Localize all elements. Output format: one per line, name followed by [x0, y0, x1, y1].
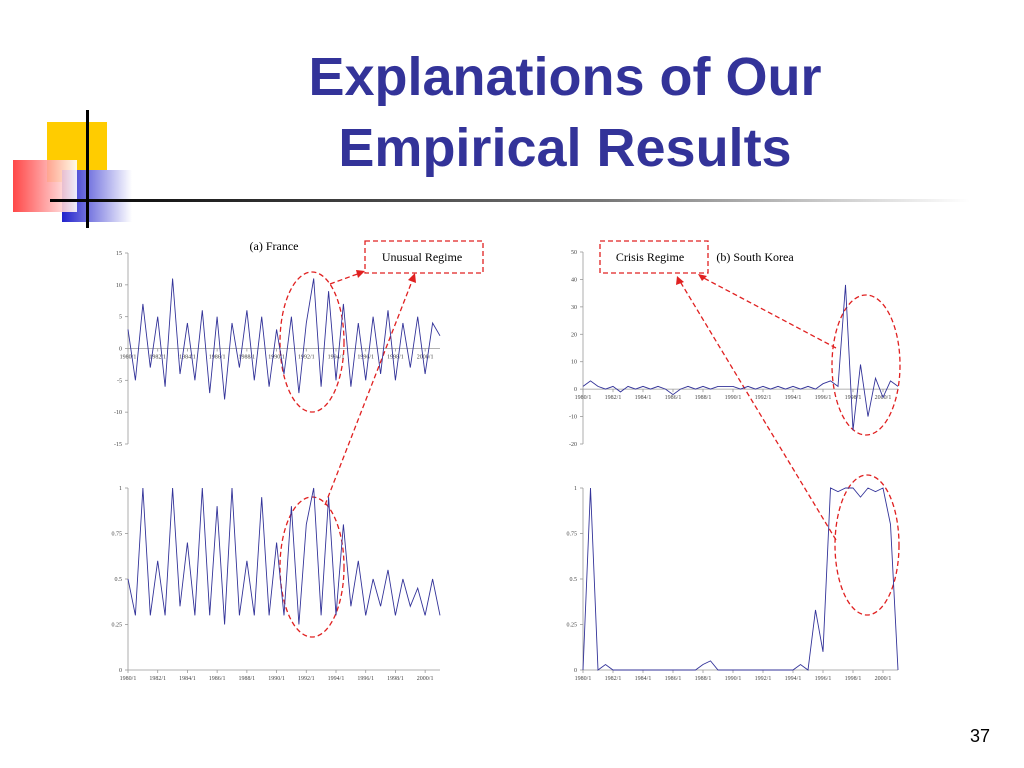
- x-tick-label: 1990/1: [725, 395, 742, 401]
- x-tick-label: 1980/1: [120, 676, 137, 682]
- y-tick-label: 0.25: [112, 623, 123, 629]
- x-tick-label: 1996/1: [815, 676, 832, 682]
- x-tick-label: 1980/1: [575, 395, 592, 401]
- y-tick-label: 1: [574, 486, 577, 492]
- x-tick-label: 1994/1: [328, 676, 345, 682]
- x-tick-label: 1992/1: [298, 676, 315, 682]
- x-tick-label: 1984/1: [635, 676, 652, 682]
- y-tick-label: 50: [571, 250, 577, 256]
- x-tick-label: 1996/1: [815, 395, 832, 401]
- y-tick-label: 0: [574, 387, 577, 393]
- x-tick-label: 1990/1: [268, 676, 285, 682]
- x-tick-label: 1988/1: [239, 355, 256, 361]
- x-tick-label: 1998/1: [387, 355, 404, 361]
- series-line: [582, 487, 899, 671]
- y-tick-label: 0.75: [567, 532, 578, 538]
- x-tick-label: 1982/1: [149, 676, 166, 682]
- x-tick-label: 1994/1: [328, 355, 345, 361]
- chart-title: (a) France: [250, 239, 299, 253]
- y-tick-label: 15: [116, 251, 122, 257]
- y-tick-label: 0: [574, 668, 577, 674]
- y-tick-label: 0.5: [570, 577, 578, 583]
- chart-title: (b) South Korea: [716, 250, 794, 264]
- page-number: 37: [970, 726, 990, 746]
- y-tick-label: 0.75: [112, 532, 123, 538]
- x-tick-label: 1982/1: [605, 676, 622, 682]
- y-tick-label: 30: [571, 305, 577, 311]
- x-tick-label: 1980/1: [120, 355, 137, 361]
- x-tick-label: 1994/1: [785, 395, 802, 401]
- x-tick-label: 1998/1: [845, 395, 862, 401]
- series-line: [127, 278, 441, 400]
- x-tick-label: 1986/1: [665, 395, 682, 401]
- callouts: [279, 240, 901, 638]
- y-tick-label: -10: [114, 410, 122, 416]
- x-tick-label: 1992/1: [298, 355, 315, 361]
- y-tick-label: 0: [119, 347, 122, 353]
- y-tick-label: 0.5: [115, 577, 123, 583]
- x-tick-label: 1982/1: [149, 355, 166, 361]
- y-tick-label: 10: [116, 283, 122, 289]
- x-tick-label: 1994/1: [785, 676, 802, 682]
- y-tick-label: -20: [569, 442, 577, 448]
- x-tick-label: 1996/1: [357, 676, 374, 682]
- y-tick-label: 10: [571, 360, 577, 366]
- slide-title: Empirical Results: [338, 118, 791, 178]
- x-tick-label: 2000/1: [417, 676, 434, 682]
- decoration: [13, 110, 970, 228]
- series-line: [127, 487, 441, 625]
- x-tick-label: 1984/1: [179, 355, 196, 361]
- x-tick-label: 1996/1: [357, 355, 374, 361]
- x-tick-label: 1992/1: [755, 395, 772, 401]
- x-tick-label: 1990/1: [725, 676, 742, 682]
- x-tick-label: 1998/1: [387, 676, 404, 682]
- x-tick-label: 1982/1: [605, 395, 622, 401]
- annotation: Crisis Regime: [616, 250, 684, 264]
- y-tick-label: 1: [119, 486, 122, 492]
- x-tick-label: 1998/1: [845, 676, 862, 682]
- x-tick-label: 1986/1: [209, 355, 226, 361]
- x-tick-label: 1986/1: [665, 676, 682, 682]
- y-tick-label: 40: [571, 277, 577, 283]
- slide-title: Explanations of Our: [308, 47, 821, 107]
- x-tick-label: 1992/1: [755, 676, 772, 682]
- x-tick-label: 1986/1: [209, 676, 226, 682]
- x-tick-label: 2000/1: [875, 676, 892, 682]
- x-tick-label: 1990/1: [268, 355, 285, 361]
- x-tick-label: 1984/1: [635, 395, 652, 401]
- y-tick-label: 0: [119, 668, 122, 674]
- y-tick-label: 5: [119, 315, 122, 321]
- arrowheads: [356, 270, 707, 285]
- y-tick-label: 20: [571, 332, 577, 338]
- y-tick-label: 0.25: [567, 623, 578, 629]
- x-tick-label: 1984/1: [179, 676, 196, 682]
- x-tick-label: 2000/1: [417, 355, 434, 361]
- y-tick-label: -15: [114, 442, 122, 448]
- x-tick-label: 1980/1: [575, 676, 592, 682]
- x-tick-label: 1988/1: [239, 676, 256, 682]
- series-line: [582, 284, 899, 431]
- y-tick-label: -10: [569, 415, 577, 421]
- y-tick-label: -5: [117, 378, 122, 384]
- x-tick-label: 1988/1: [695, 395, 712, 401]
- annotation: Unusual Regime: [382, 250, 462, 264]
- x-tick-label: 1988/1: [695, 676, 712, 682]
